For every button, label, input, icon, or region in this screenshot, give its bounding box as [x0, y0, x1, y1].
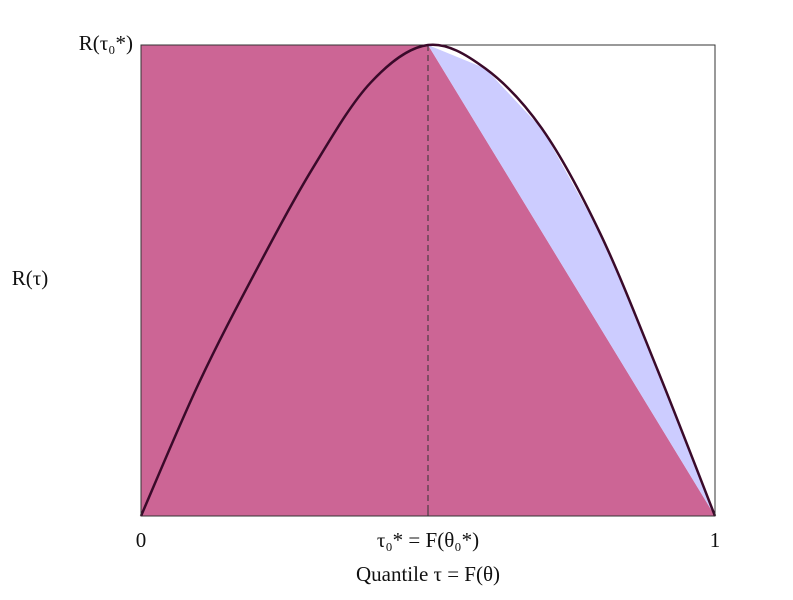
x-tick-label: τ₀* = F(θ₀*): [377, 528, 479, 552]
x-axis-label: Quantile τ = F(θ): [356, 562, 500, 586]
y-tick-label: R(τ₀*): [79, 31, 133, 55]
gap-region: [428, 45, 715, 516]
x-tick-label: 1: [710, 528, 721, 552]
revenue-curve: [139, 43, 717, 517]
y-axis-label: R(τ): [12, 266, 48, 290]
x-tick-label: 0: [136, 528, 147, 552]
